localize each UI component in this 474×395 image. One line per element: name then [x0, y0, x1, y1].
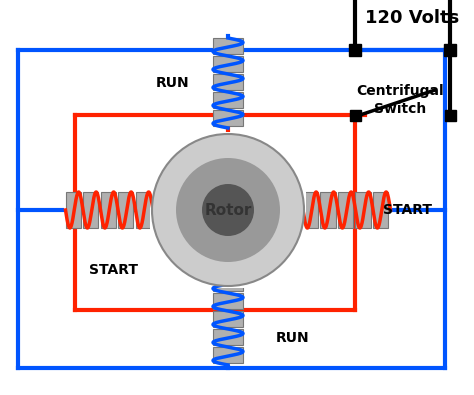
Bar	[100, 192, 116, 228]
Bar	[150, 132, 306, 288]
Text: RUN: RUN	[276, 331, 310, 345]
Bar	[118, 192, 133, 228]
Bar	[213, 74, 243, 90]
Bar	[213, 293, 243, 309]
Bar	[65, 192, 81, 228]
Bar	[213, 329, 243, 345]
Bar	[83, 192, 99, 228]
Bar	[445, 110, 456, 121]
Bar	[213, 38, 243, 54]
Text: Rotor: Rotor	[204, 203, 252, 218]
Bar	[213, 347, 243, 363]
Bar	[285, 192, 301, 228]
Bar	[213, 110, 243, 126]
Bar	[213, 311, 243, 327]
Bar	[213, 92, 243, 108]
Bar	[350, 110, 361, 121]
Text: Centrifugal
Switch: Centrifugal Switch	[356, 84, 444, 116]
Bar	[153, 192, 168, 228]
Bar	[303, 192, 319, 228]
Circle shape	[202, 184, 254, 236]
Bar	[373, 192, 388, 228]
Bar	[444, 44, 456, 56]
Bar	[356, 192, 371, 228]
Bar	[338, 192, 354, 228]
Text: RUN: RUN	[156, 76, 190, 90]
Circle shape	[176, 158, 280, 262]
Text: START: START	[89, 263, 137, 277]
Text: START: START	[383, 203, 432, 217]
Bar	[213, 56, 243, 72]
Bar	[136, 192, 151, 228]
Circle shape	[152, 134, 304, 286]
Bar	[213, 275, 243, 291]
Bar	[320, 192, 336, 228]
Bar	[349, 44, 361, 56]
Text: 120 Volts: 120 Volts	[365, 9, 460, 27]
